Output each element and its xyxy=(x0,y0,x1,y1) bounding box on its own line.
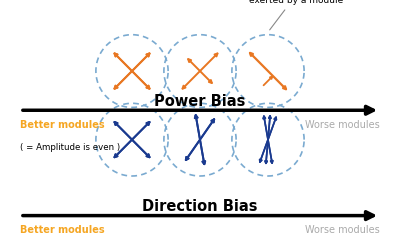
Text: Direction Bias: Direction Bias xyxy=(142,199,258,214)
Text: Force vector
exerted by a module: Force vector exerted by a module xyxy=(249,0,343,30)
Text: Worse modules: Worse modules xyxy=(305,120,380,130)
Text: Better modules: Better modules xyxy=(20,225,105,235)
Text: ( = Amplitude is even ): ( = Amplitude is even ) xyxy=(20,143,120,152)
Text: Worse modules: Worse modules xyxy=(305,225,380,235)
Text: Power Bias: Power Bias xyxy=(154,94,246,109)
Text: Better modules: Better modules xyxy=(20,120,105,130)
